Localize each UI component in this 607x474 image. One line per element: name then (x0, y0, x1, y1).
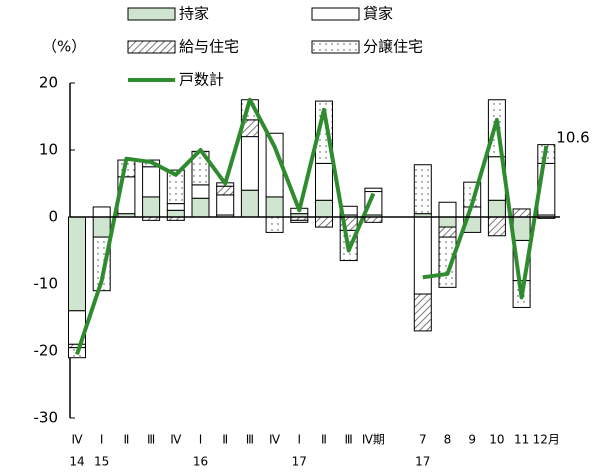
y-tick-label: -30 (34, 409, 59, 427)
bar-segment (315, 100, 333, 164)
unit-label: （%） (42, 38, 86, 56)
x-tick-label: 11 (514, 433, 529, 447)
total-line (422, 117, 549, 300)
x-tick-label: 10 (489, 433, 504, 447)
legend-label: 貸家 (363, 5, 393, 23)
legend-label: 戸数計 (179, 71, 224, 89)
x-tick-label: Ⅲ (246, 433, 254, 447)
legend-swatch (127, 40, 176, 54)
bar-segment (413, 293, 432, 332)
x-year-label: 17 (415, 455, 430, 469)
bar-segment (240, 189, 259, 218)
x-tick-label: Ⅳ (269, 433, 280, 447)
x-tick-label: Ⅳ (170, 433, 181, 447)
bar-segment (364, 187, 383, 193)
bar-segment (413, 216, 432, 295)
x-year-label: 17 (292, 455, 307, 469)
bar-segment (364, 216, 383, 223)
x-tick-label: Ⅰ (298, 433, 302, 447)
x-year-label: 15 (94, 455, 109, 469)
x-year-label: 16 (193, 455, 208, 469)
bar-segment (191, 197, 210, 218)
bar-segment (265, 196, 284, 218)
bar-segment (438, 201, 457, 218)
bar-segment (142, 196, 161, 218)
x-tick-label: 7 (419, 433, 427, 447)
x-tick-label: Ⅰ (199, 433, 203, 447)
bar-segment (240, 136, 259, 191)
bar-segment (265, 216, 284, 233)
x-tick-label: Ⅲ (147, 433, 155, 447)
value-label: 10.6 (556, 128, 589, 146)
bar-segment (487, 199, 506, 218)
x-year-label: 14 (69, 455, 84, 469)
x-tick-label: Ⅲ (345, 433, 353, 447)
bar-segment (68, 343, 86, 349)
y-tick-label: 20 (39, 74, 58, 92)
bar-segment (315, 162, 333, 201)
y-tick-label: 0 (48, 208, 58, 226)
x-tick-label: 12月 (533, 433, 560, 447)
x-tick-label: Ⅳ期 (362, 433, 385, 447)
bar-segment (68, 216, 86, 312)
bar-segment (438, 216, 457, 228)
bar-segment (512, 216, 531, 241)
bar-segment (315, 216, 333, 228)
x-tick-label: 8 (444, 433, 452, 447)
bar-segment (92, 206, 111, 218)
bar-segment (216, 185, 235, 196)
x-tick-label: Ⅱ (321, 433, 327, 447)
legend-label: 持家 (179, 5, 209, 23)
bar-segment (512, 208, 531, 218)
legend-label: 給与住宅 (179, 38, 239, 56)
bar-segment (166, 209, 185, 218)
bar-segment (166, 169, 185, 205)
x-tick-label: Ⅱ (222, 433, 228, 447)
bar-segment (191, 184, 210, 199)
legend-swatch (127, 7, 176, 21)
x-tick-label: Ⅳ (71, 433, 82, 447)
x-tick-label: 9 (468, 433, 476, 447)
total-line (75, 97, 376, 355)
bar-segment (216, 194, 235, 216)
x-tick-label: Ⅰ (100, 433, 104, 447)
y-tick-label: -20 (34, 342, 59, 360)
legend-swatch (311, 40, 360, 54)
y-tick-label: -10 (34, 275, 59, 293)
bar-segment (413, 164, 432, 215)
bar-segment (315, 199, 333, 218)
legend-swatch (311, 7, 360, 21)
bar-segment (142, 166, 161, 198)
legend-label: 分譲住宅 (363, 38, 423, 56)
x-tick-label: Ⅱ (123, 433, 129, 447)
bar-segment (166, 203, 185, 211)
bar-segment (487, 216, 506, 237)
bar-segment (92, 216, 111, 238)
y-tick-label: 10 (39, 141, 58, 159)
bar-segment (290, 219, 309, 223)
bar-segment (438, 226, 457, 238)
